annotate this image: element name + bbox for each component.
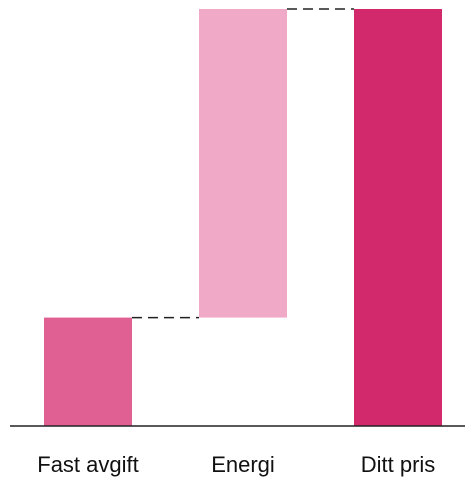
bars-layer (44, 9, 442, 426)
bar-fast-avgift (44, 317, 132, 426)
bar-energi (199, 9, 287, 318)
connectors-layer (132, 8, 354, 319)
x-tick-label: Fast avgift (37, 452, 138, 477)
x-tick-label: Energi (211, 452, 275, 477)
x-tick-label: Ditt pris (361, 452, 436, 477)
bar-ditt-pris (354, 9, 442, 426)
tick-labels-layer: Fast avgift Energi Ditt pris (37, 452, 435, 477)
